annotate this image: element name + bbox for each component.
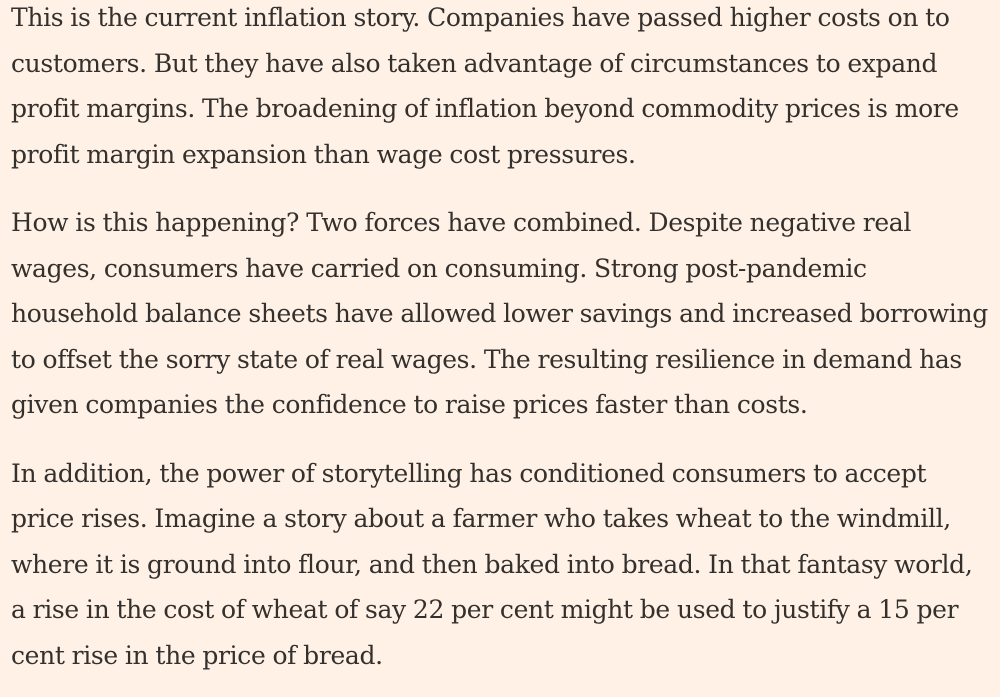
paragraph-line: where it is ground into flour, and then …	[11, 549, 973, 579]
paragraph-line: to offset the sorry state of real wages.…	[11, 344, 962, 374]
paragraph-line: This is the current inflation story. Com…	[11, 3, 950, 32]
paragraph-line: given companies the confidence to raise …	[11, 390, 808, 419]
article-paragraph-1: This is the current inflation story. Com…	[11, 0, 990, 177]
paragraph-line: cent rise in the price of bread.	[11, 640, 383, 670]
article-paragraph-2: How is this happening? Two forces have c…	[11, 200, 990, 428]
paragraph-line: In addition, the power of storytelling h…	[11, 458, 927, 488]
paragraph-line: a rise in the cost of wheat of say 22 pe…	[11, 595, 959, 624]
paragraph-line: How is this happening? Two forces have c…	[11, 208, 911, 237]
article-paragraph-3: In addition, the power of storytelling h…	[11, 451, 990, 679]
paragraph-line: price rises. Imagine a story about a far…	[11, 504, 951, 533]
paragraph-line: customers. But they have also taken adva…	[11, 48, 938, 78]
paragraph-line: profit margin expansion than wage cost p…	[11, 139, 636, 169]
paragraph-line: wages, consumers have carried on consumi…	[11, 253, 867, 283]
paragraph-line: household balance sheets have allowed lo…	[11, 299, 988, 328]
paragraph-line: profit margins. The broadening of inflat…	[11, 94, 959, 123]
